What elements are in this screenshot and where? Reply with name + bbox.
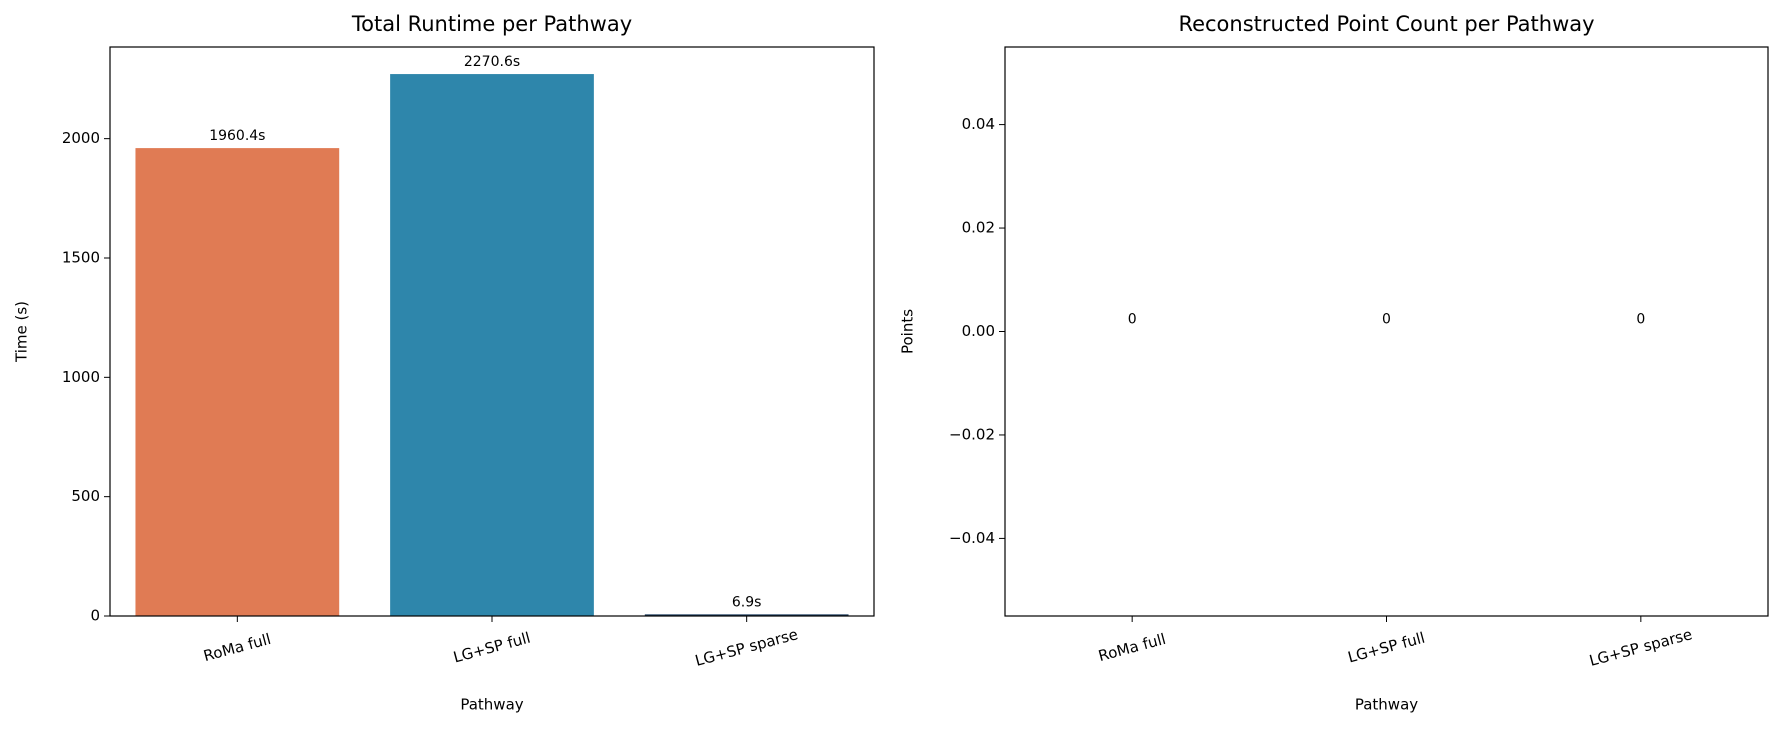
x-tick-label: RoMa full (1096, 630, 1167, 665)
bar (390, 74, 594, 617)
bar (135, 148, 340, 616)
y-tick-label: 1000 (62, 368, 100, 386)
y-axis-label: Time (s) (13, 301, 31, 363)
value-label: 2270.6s (464, 54, 520, 70)
plot-frame (109, 46, 875, 617)
y-tick-label: −0.04 (949, 529, 995, 547)
x-axis-label: Pathway (1355, 696, 1418, 714)
value-label: 0 (1636, 312, 1645, 328)
y-tick-label: 2000 (62, 129, 100, 147)
y-tick-label: 0 (90, 607, 100, 625)
x-axis-label: Pathway (460, 696, 523, 714)
x-tick-label: LG+SP full (1346, 629, 1427, 667)
x-tick-label: LG+SP sparse (693, 625, 800, 670)
chart-title: Reconstructed Point Count per Pathway (1178, 12, 1594, 36)
y-axis-label: Points (899, 309, 917, 354)
y-tick-label: 1500 (62, 248, 100, 266)
value-label: 0 (1128, 312, 1137, 328)
y-tick-label: 0.04 (962, 115, 995, 133)
y-tick-label: −0.02 (949, 425, 995, 443)
y-tick-label: 500 (71, 487, 100, 505)
y-tick-label: 0.00 (962, 322, 995, 340)
value-label: 6.9s (732, 594, 762, 610)
y-tick-label: 0.02 (962, 219, 995, 237)
value-label: 0 (1382, 312, 1391, 328)
chart-title: Total Runtime per Pathway (351, 12, 632, 36)
plot-frame (1004, 46, 1769, 617)
bar (644, 614, 849, 616)
x-tick-label: LG+SP full (451, 629, 532, 667)
x-tick-label: RoMa full (202, 630, 273, 665)
x-tick-label: LG+SP sparse (1587, 625, 1694, 670)
value-label: 1960.4s (209, 128, 265, 144)
